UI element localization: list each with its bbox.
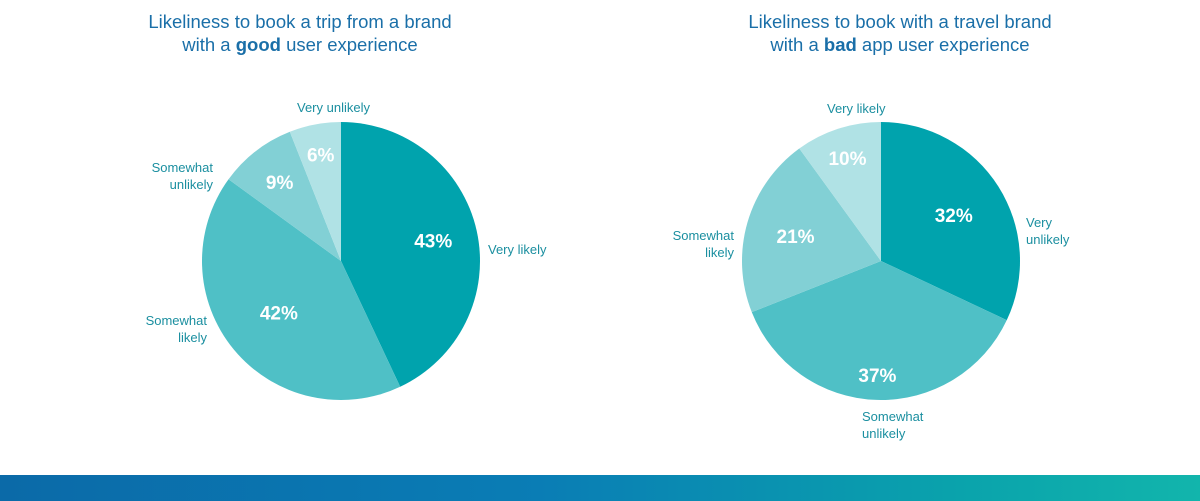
data-label-very-likely: 43% xyxy=(414,231,452,252)
pie-slice-very-unlikely xyxy=(881,122,1020,321)
pie-slice-somewhat-likely xyxy=(201,179,401,401)
slice-name-very-likely: Very likely xyxy=(488,242,547,257)
chart-title: Likeliness to book with a travel brand w… xyxy=(748,11,1052,55)
chart-title: Likeliness to book a trip from a brand w… xyxy=(148,11,452,55)
slice-name-somewhat-unlikely: Somewhat unlikely xyxy=(151,160,213,192)
slice-name-somewhat-likely: Somewhat likely xyxy=(145,313,207,345)
data-label-very-unlikely: 32% xyxy=(935,206,973,227)
pie-slice-somewhat-unlikely xyxy=(228,131,341,261)
footer-gradient-bar xyxy=(0,475,1200,501)
data-label-very-likely: 10% xyxy=(828,149,866,170)
data-label-somewhat-unlikely: 37% xyxy=(858,366,896,387)
pie-slice-very-likely xyxy=(341,122,481,387)
pie-slice-very-likely xyxy=(799,122,881,261)
slice-name-somewhat-likely: Somewhat likely xyxy=(672,228,734,260)
slice-name-very-unlikely: Very unlikely xyxy=(297,100,370,115)
pie-slice-very-unlikely xyxy=(289,122,341,261)
pie-svg: 32% 37% 21% 10% xyxy=(742,122,1020,401)
pie-chart-bad-experience: Likeliness to book with a travel brand w… xyxy=(600,0,1200,475)
pie-slice-somewhat-likely xyxy=(742,148,881,313)
pie-slice-somewhat-unlikely xyxy=(751,261,1007,401)
pie-chart-good-experience: Likeliness to book a trip from a brand w… xyxy=(0,0,600,475)
slice-name-very-likely: Very likely xyxy=(827,101,886,116)
slice-name-very-unlikely: Very unlikely xyxy=(1026,215,1070,247)
data-label-somewhat-likely: 21% xyxy=(777,227,815,248)
data-label-very-unlikely: 6% xyxy=(307,146,335,167)
slice-name-somewhat-unlikely: Somewhat unlikely xyxy=(862,409,924,441)
data-label-somewhat-unlikely: 9% xyxy=(266,173,294,194)
data-label-somewhat-likely: 42% xyxy=(260,303,298,324)
pie-svg: 43% 42% 9% 6% xyxy=(201,122,481,401)
